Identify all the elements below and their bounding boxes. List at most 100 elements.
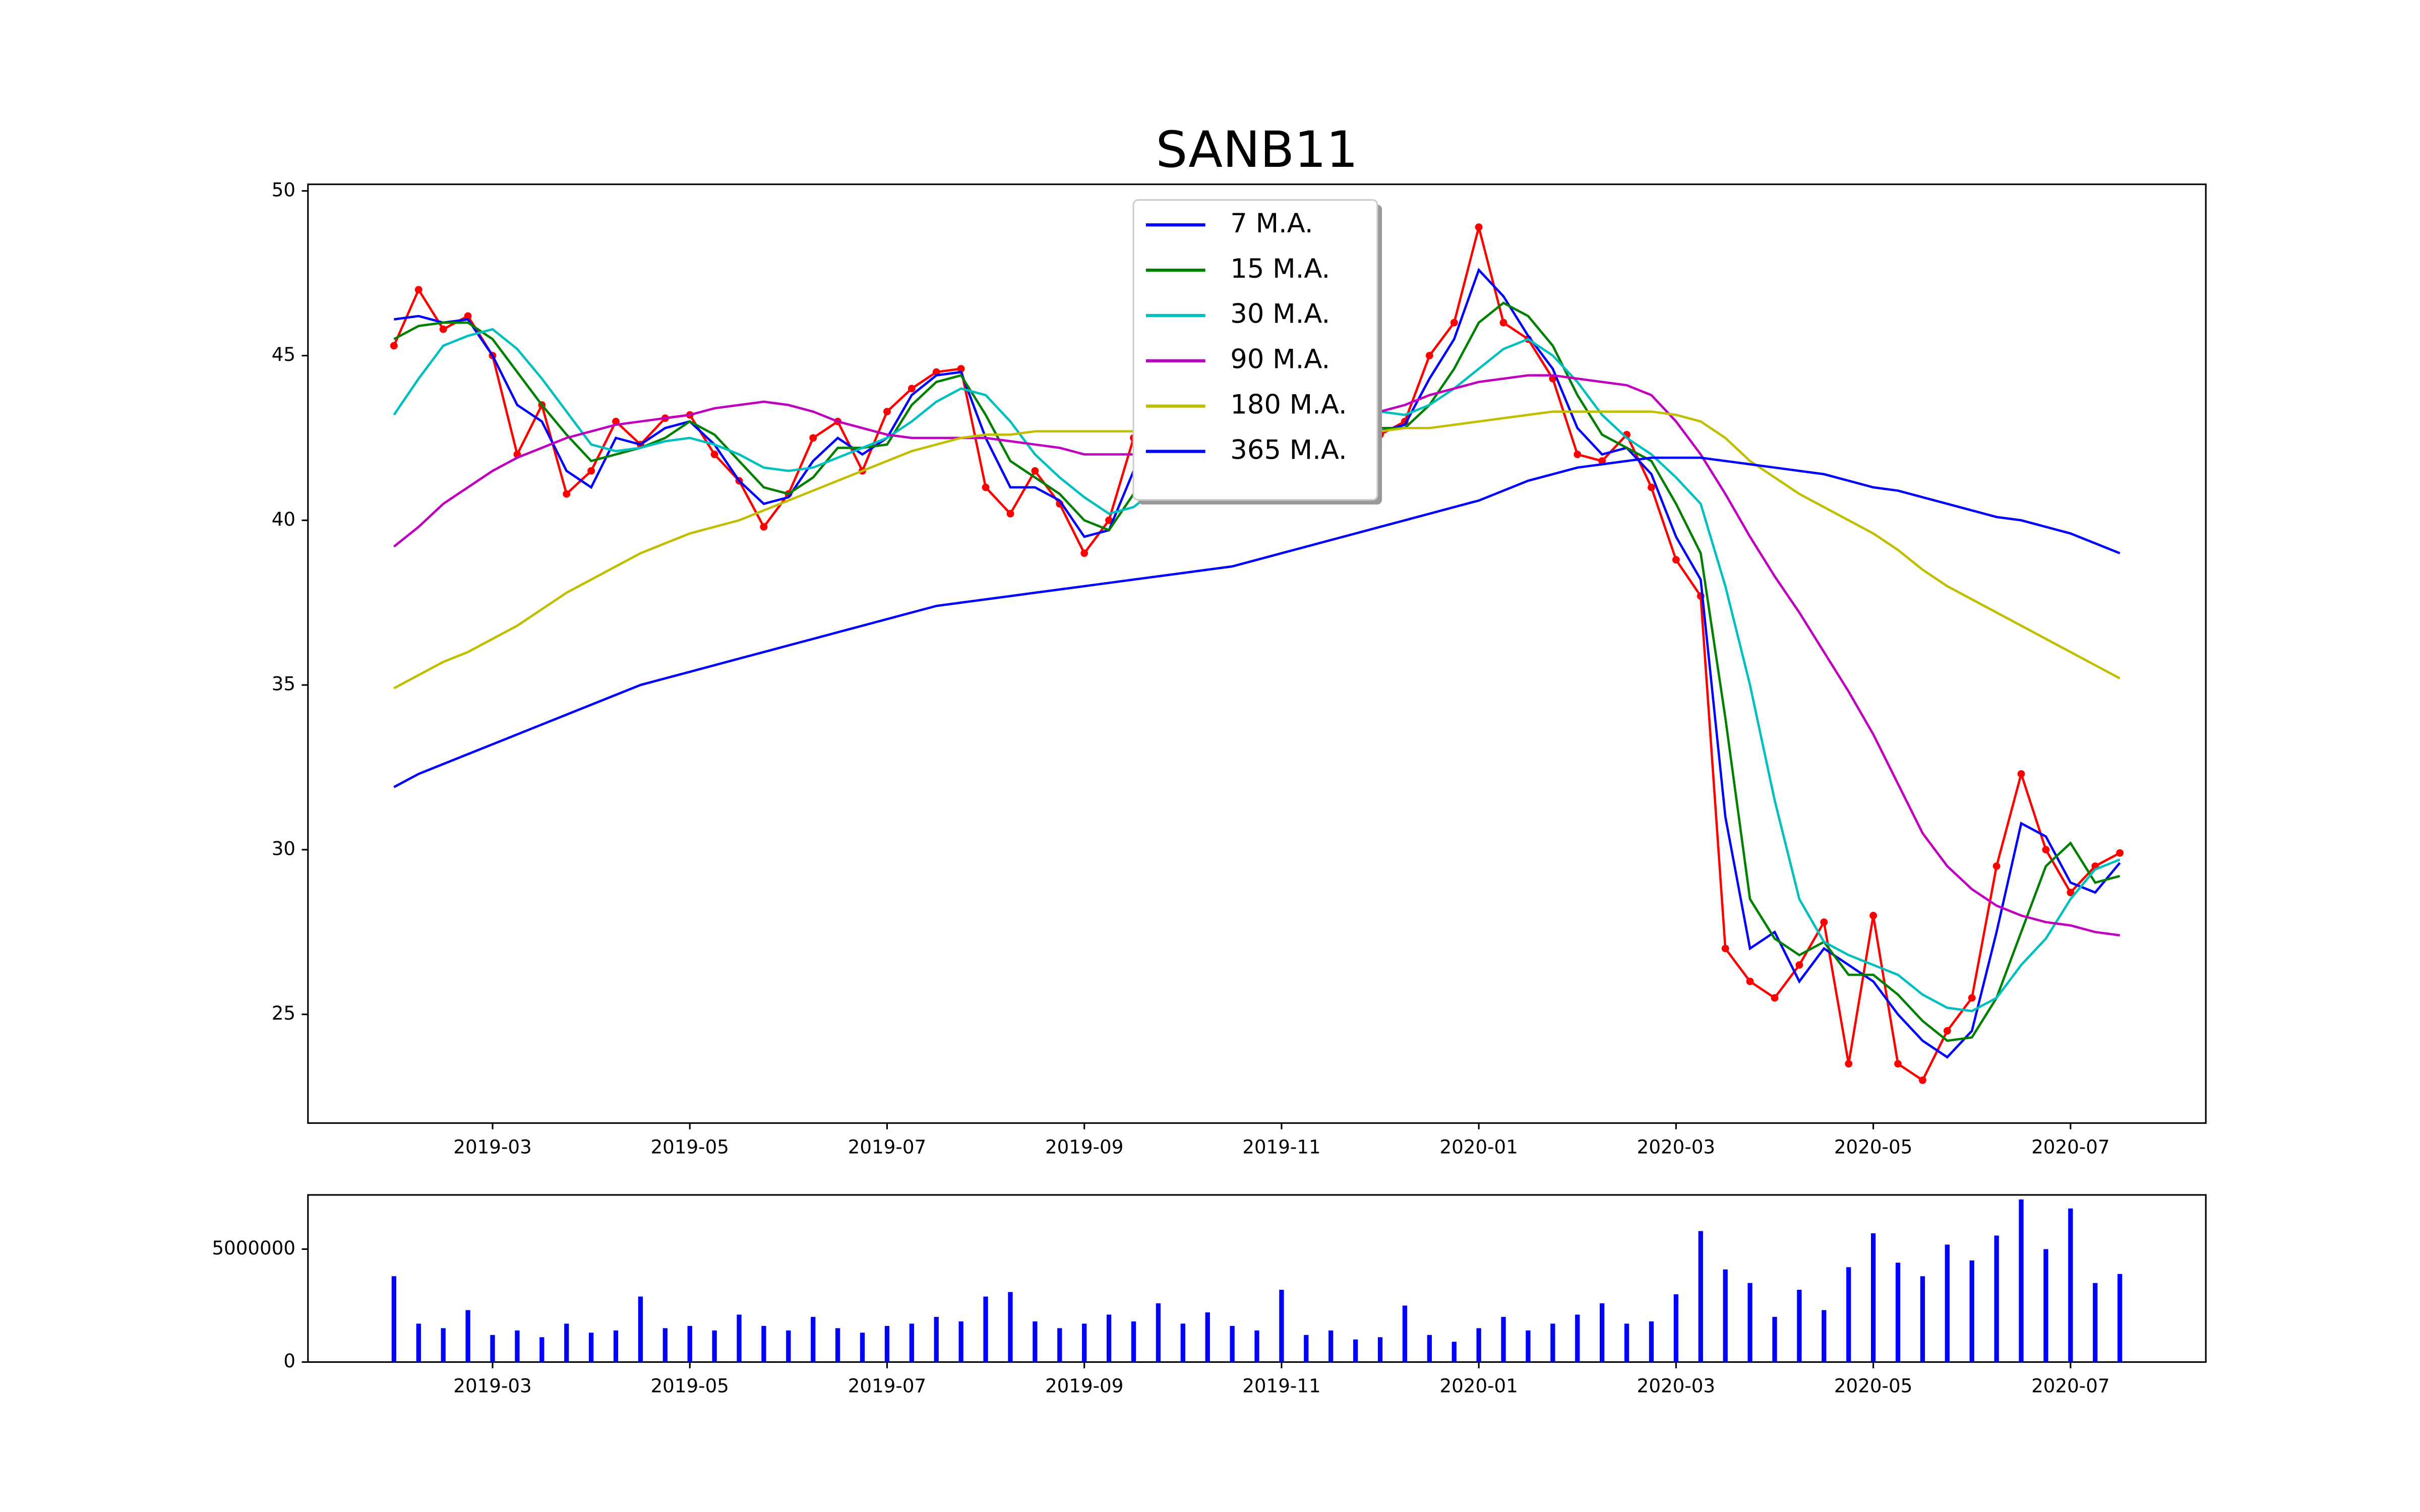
price-marker: [587, 467, 595, 475]
x-tick-label: 2019-09: [1045, 1136, 1123, 1158]
volume-bar: [687, 1326, 692, 1362]
volume-bar: [1870, 1233, 1876, 1362]
price-marker: [1869, 912, 1878, 920]
price-marker: [464, 312, 472, 320]
volume-bar: [1402, 1305, 1408, 1362]
volume-bar: [613, 1330, 619, 1362]
volume-bar: [465, 1310, 470, 1362]
price-marker: [1820, 918, 1828, 926]
volume-bar: [983, 1296, 988, 1362]
x-tick-label: 2020-03: [1637, 1136, 1715, 1158]
price-marker: [1648, 483, 1655, 491]
legend-label: 30 M.A.: [1230, 299, 1330, 330]
chart-title: SANB11: [1156, 121, 1358, 179]
price-marker: [1105, 516, 1113, 524]
volume-bar: [1377, 1337, 1383, 1362]
volume-bar: [1945, 1244, 1950, 1362]
price-marker: [1992, 862, 2001, 870]
x-tick-label: 2020-05: [1834, 1375, 1912, 1397]
volume-bar: [1994, 1235, 1999, 1362]
x-tick-label: 2019-09: [1045, 1375, 1123, 1397]
volume-bar: [1772, 1316, 1777, 1362]
price-marker: [1968, 994, 1976, 1002]
price-marker: [2067, 889, 2075, 897]
volume-bar: [1747, 1283, 1752, 1362]
legend-label: 90 M.A.: [1230, 344, 1330, 375]
y-tick-label: 40: [272, 508, 295, 530]
y-tick-label: 35: [272, 673, 295, 695]
volume-bar: [958, 1321, 963, 1362]
price-marker: [1006, 510, 1014, 518]
volume-bar: [1575, 1314, 1580, 1362]
volume-bar: [712, 1330, 717, 1362]
y-tick-label: 50: [272, 178, 295, 201]
price-marker: [1425, 352, 1433, 359]
x-tick-label: 2020-01: [1439, 1375, 1518, 1397]
volume-bar: [564, 1324, 569, 1362]
volume-bar: [1550, 1324, 1555, 1362]
volume-bar: [1057, 1328, 1062, 1362]
x-tick-label: 2019-11: [1242, 1375, 1320, 1397]
volume-bar: [2093, 1283, 2098, 1362]
x-tick-label: 2019-05: [651, 1136, 729, 1158]
volume-bar: [1723, 1269, 1728, 1362]
volume-bar: [1649, 1321, 1654, 1362]
price-marker: [1721, 944, 1729, 953]
legend-box: [1132, 199, 1378, 501]
volume-bar: [1008, 1292, 1013, 1362]
volume-bar: [2068, 1208, 2073, 1362]
price-marker: [1475, 223, 1483, 231]
price-marker: [2042, 846, 2050, 854]
price-marker: [908, 385, 916, 393]
volume-bar: [1969, 1260, 1974, 1362]
plot-area: [307, 183, 2207, 1124]
volume-bar: [539, 1337, 544, 1362]
volume-bar: [1082, 1324, 1087, 1362]
volume-bar: [1920, 1276, 1925, 1362]
volume-bar: [786, 1330, 791, 1362]
volume-bar: [1205, 1312, 1210, 1362]
volume-bar: [1501, 1316, 1506, 1362]
price-marker: [1943, 1027, 1951, 1035]
volume-bar: [1846, 1267, 1851, 1362]
volume-bar: [1624, 1324, 1629, 1362]
x-tick-label: 2019-07: [848, 1375, 926, 1397]
legend-label: 15 M.A.: [1230, 254, 1330, 284]
volume-bar: [2118, 1274, 2123, 1362]
price-marker: [563, 490, 571, 498]
price-marker: [883, 408, 891, 416]
price-marker: [1080, 549, 1088, 557]
price-marker: [809, 434, 817, 442]
volume-bar: [1822, 1310, 1827, 1362]
price-marker: [439, 325, 447, 333]
price-marker: [1746, 977, 1754, 985]
price-marker: [1574, 451, 1582, 459]
volume-bar: [884, 1326, 890, 1362]
price-marker: [390, 342, 398, 350]
volume-bar: [588, 1333, 594, 1362]
volume-bar: [934, 1316, 939, 1362]
x-tick-label: 2019-05: [651, 1375, 729, 1397]
volume-bar: [1033, 1321, 1038, 1362]
price-marker: [957, 365, 965, 373]
x-tick-label: 2020-05: [1834, 1136, 1912, 1158]
volume-bar: [1673, 1294, 1679, 1362]
volume-bar: [1526, 1330, 1531, 1362]
volume-bar: [515, 1330, 520, 1362]
price-marker: [982, 483, 990, 491]
volume-bar: [391, 1276, 397, 1362]
y-tick-label: 45: [272, 343, 295, 365]
volume-bar: [1230, 1326, 1235, 1362]
x-tick-label: 2020-03: [1637, 1375, 1715, 1397]
volume-bar: [761, 1326, 766, 1362]
volume-bar: [441, 1328, 446, 1362]
volume-bar: [1279, 1290, 1284, 1362]
volume-bar: [1180, 1324, 1185, 1362]
volume-bar: [1304, 1335, 1309, 1362]
volume-bar: [490, 1335, 495, 1362]
volume-bar: [909, 1324, 915, 1362]
price-marker: [2116, 849, 2124, 857]
legend-label: 180 M.A.: [1230, 389, 1347, 420]
